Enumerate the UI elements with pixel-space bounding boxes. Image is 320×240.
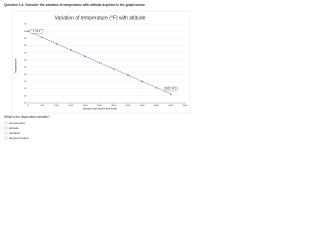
annotation: 5000, 42.5 bbox=[165, 88, 177, 91]
x-tick-label: 5500 bbox=[183, 105, 189, 107]
y-tick-label: 44 bbox=[24, 88, 27, 90]
y-tick-label: 56 bbox=[24, 45, 27, 47]
radio-button[interactable] bbox=[4, 136, 8, 140]
radio-button[interactable] bbox=[4, 121, 8, 125]
data-point bbox=[55, 42, 58, 45]
y-tick-label: 50 bbox=[24, 67, 27, 69]
data-point bbox=[155, 86, 158, 89]
option-label[interactable]: variation bbox=[9, 131, 21, 135]
x-tick-label: 3500 bbox=[125, 105, 131, 107]
data-point bbox=[70, 49, 72, 51]
option-label[interactable]: degrees below bbox=[9, 136, 29, 140]
data-point bbox=[98, 61, 101, 64]
page: Question 1.4: Consider the variation of … bbox=[4, 2, 191, 140]
data-point bbox=[141, 80, 143, 83]
x-axis-label: altitude (feet above sea level) bbox=[83, 107, 117, 111]
y-tick-label: 46 bbox=[24, 81, 27, 83]
radio-button[interactable] bbox=[4, 131, 8, 135]
y-tick-label: 54 bbox=[24, 52, 27, 54]
y-tick-label: 62 bbox=[24, 24, 27, 26]
y-tick-label: 60 bbox=[24, 31, 27, 33]
radio-button[interactable] bbox=[4, 126, 8, 130]
screen: Question 1.4: Consider the variation of … bbox=[4, 3, 191, 140]
data-point bbox=[127, 74, 129, 76]
prompt: What is the dependent variable? bbox=[4, 115, 50, 119]
data-point bbox=[84, 55, 86, 58]
y-tick-label: 52 bbox=[24, 59, 27, 61]
annotation-box bbox=[29, 29, 44, 34]
x-tick-label: 500 bbox=[40, 105, 44, 107]
annotation-box bbox=[164, 86, 178, 92]
x-tick-label: 4000 bbox=[140, 105, 146, 107]
chart-frame bbox=[11, 10, 191, 114]
y-tick-label: 40 bbox=[24, 103, 27, 105]
y-tick-label: 48 bbox=[24, 74, 27, 76]
option-label[interactable]: altitude bbox=[9, 126, 19, 130]
x-tick-label: 5000 bbox=[168, 105, 174, 107]
x-tick-label: 3000 bbox=[111, 105, 117, 107]
data-point bbox=[27, 30, 29, 32]
y-tick-label: 42 bbox=[24, 95, 27, 97]
data-point bbox=[41, 36, 44, 39]
question-text: Question 1.4: Consider the variation of … bbox=[4, 3, 145, 7]
data-point bbox=[112, 68, 115, 70]
chart-title: Variation of temperature (°F) with altit… bbox=[55, 15, 146, 21]
x-tick-label: 2500 bbox=[97, 105, 103, 107]
annotation: 0, 60.0 bbox=[33, 30, 41, 33]
x-tick-label: 4500 bbox=[154, 105, 160, 107]
x-tick-label: 0 bbox=[27, 105, 29, 107]
x-tick-label: 2000 bbox=[83, 105, 89, 107]
y-tick-label: 58 bbox=[24, 38, 27, 40]
x-tick-label: 1000 bbox=[54, 105, 60, 107]
data-point bbox=[169, 93, 172, 95]
option-label[interactable]: temperature bbox=[9, 121, 26, 125]
x-tick-label: 1500 bbox=[68, 105, 74, 107]
y-axis-label: Temperature bbox=[14, 58, 18, 73]
